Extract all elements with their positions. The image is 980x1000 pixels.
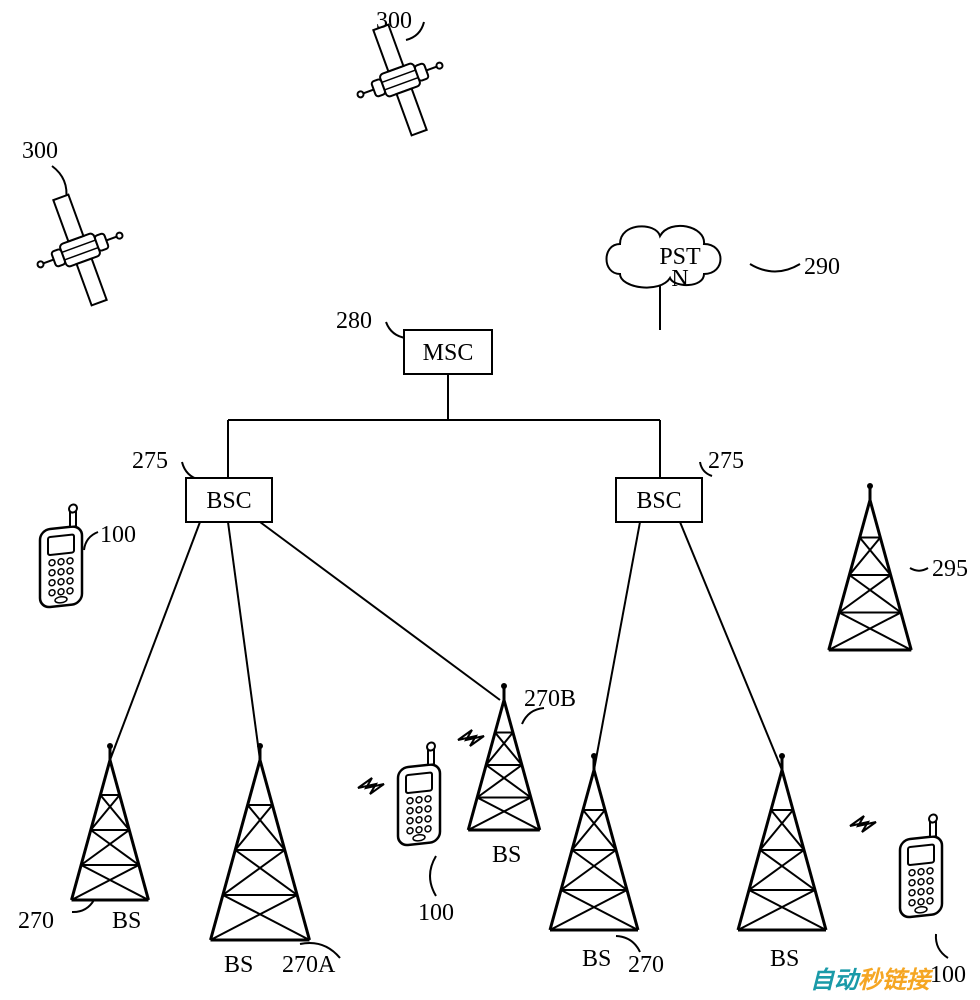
svg-text:100: 100 — [100, 522, 136, 548]
svg-text:300: 300 — [376, 8, 412, 34]
svg-text:BSC: BSC — [206, 488, 251, 514]
svg-text:280: 280 — [336, 308, 372, 334]
svg-text:BS: BS — [770, 946, 799, 972]
svg-text:300: 300 — [22, 138, 58, 164]
svg-text:BSC: BSC — [636, 488, 681, 514]
svg-text:100: 100 — [930, 962, 966, 988]
watermark: 自动秒链接 — [810, 960, 930, 995]
svg-text:BS: BS — [224, 952, 253, 978]
svg-text:275: 275 — [132, 448, 168, 474]
svg-text:270: 270 — [628, 952, 664, 978]
svg-text:270: 270 — [18, 908, 54, 934]
svg-text:BS: BS — [582, 946, 611, 972]
svg-text:MSC: MSC — [423, 340, 474, 366]
svg-text:100: 100 — [418, 900, 454, 926]
svg-text:290: 290 — [804, 254, 840, 280]
svg-text:N: N — [671, 266, 688, 292]
svg-text:BS: BS — [492, 842, 521, 868]
svg-text:BS: BS — [112, 908, 141, 934]
svg-text:270A: 270A — [282, 952, 336, 978]
svg-text:270B: 270B — [524, 686, 576, 712]
svg-text:275: 275 — [708, 448, 744, 474]
svg-text:295: 295 — [932, 556, 968, 582]
diagram-canvas: MSC280BSC275BSC275PSTN290300300100100100… — [0, 0, 980, 1000]
